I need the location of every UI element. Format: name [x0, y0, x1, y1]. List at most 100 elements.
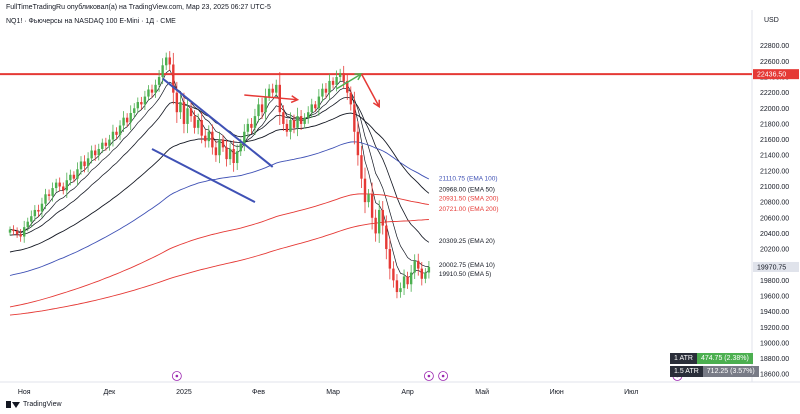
marker-event-icon	[438, 371, 449, 381]
candle-body	[97, 148, 100, 156]
candle	[225, 140, 228, 167]
candle-body	[200, 120, 203, 136]
candle-body	[72, 174, 76, 179]
candle-body	[58, 182, 61, 187]
candle-body	[285, 123, 289, 132]
candle-body	[182, 102, 186, 124]
candle	[250, 118, 253, 134]
resistance-price-badge: 22436.50	[753, 69, 799, 80]
candle-body	[353, 104, 356, 132]
candle-body	[314, 104, 317, 109]
candle-body	[204, 135, 207, 142]
candle-body	[392, 268, 395, 281]
candle-body	[307, 112, 310, 118]
candle-body	[165, 57, 168, 66]
candle-body	[76, 169, 79, 179]
candle-body	[189, 108, 193, 117]
y-tick-label: 21800.00	[760, 121, 789, 128]
candle-body	[250, 123, 253, 128]
candle	[356, 121, 360, 166]
x-tick-label: Май	[475, 388, 489, 396]
candle	[90, 145, 93, 164]
candle-body	[125, 117, 129, 123]
candle	[299, 110, 303, 130]
currency-label: USD	[764, 17, 779, 24]
candle-body	[86, 158, 90, 167]
candle	[154, 79, 157, 98]
candle	[214, 140, 218, 162]
candle	[97, 143, 100, 161]
candle-body	[65, 180, 68, 191]
candle-body	[321, 88, 324, 97]
candle	[101, 138, 104, 154]
y-tick-label: 19200.00	[760, 325, 789, 332]
marker-event-icon-dot	[441, 374, 445, 378]
candle	[353, 91, 356, 145]
x-tick-label: Фев	[252, 389, 265, 396]
candle-body	[129, 112, 132, 123]
candle-body	[30, 216, 33, 222]
candle	[392, 261, 395, 288]
atr-1-5-readout: 1.5 ATR 712.25 (3.57%)	[670, 366, 759, 377]
candle-body	[303, 117, 306, 124]
candle	[317, 89, 321, 116]
ema-label: 20002.75 (EMA 10)	[439, 262, 495, 269]
candle-body	[150, 89, 154, 93]
candle-body	[260, 104, 264, 113]
ema-200-line	[9, 193, 429, 308]
candle-body	[122, 117, 125, 126]
candle-body	[104, 142, 108, 146]
candle-body	[236, 151, 239, 164]
footer-brand[interactable]: TradingView	[6, 401, 62, 408]
candle-body	[257, 104, 260, 117]
atr-1-label: 1 ATR	[670, 353, 697, 364]
y-tick-label: 21000.00	[760, 184, 789, 191]
candle-body	[381, 209, 384, 226]
marker-dividend-icon	[171, 371, 182, 381]
candle-body	[37, 209, 40, 212]
candle-body	[264, 96, 267, 113]
candle	[406, 271, 409, 289]
candle-body	[172, 64, 175, 93]
green-arrow-up	[336, 73, 362, 90]
y-tick-label: 19800.00	[760, 278, 789, 285]
candle-body	[186, 108, 189, 124]
candle-body	[338, 73, 342, 78]
candle-body	[168, 57, 171, 65]
candle	[165, 52, 168, 71]
last-price-badge: 19970.75	[753, 261, 799, 272]
candle	[111, 124, 115, 147]
candle-body	[232, 148, 235, 164]
candle	[136, 97, 139, 113]
candle	[264, 88, 267, 121]
red-arrow-down-head	[372, 99, 380, 109]
candle-body	[175, 92, 179, 113]
atr-1-5-label: 1.5 ATR	[670, 366, 703, 377]
candle	[12, 225, 15, 236]
candle-body	[143, 96, 147, 105]
candle-body	[324, 88, 328, 93]
candle-body	[118, 125, 122, 135]
candle-body	[328, 80, 331, 93]
y-tick-label: 21200.00	[760, 168, 789, 175]
candle	[303, 113, 306, 129]
candle-body	[40, 203, 44, 212]
x-tick-label: Дек	[104, 389, 117, 396]
sma-200-line	[9, 219, 429, 316]
candle-body	[388, 249, 392, 269]
candle-body	[420, 268, 423, 279]
candle-body	[140, 102, 143, 105]
candle-body	[196, 120, 200, 128]
candle-body	[427, 266, 431, 273]
candle	[246, 118, 250, 138]
candle	[417, 253, 420, 276]
candle-body	[363, 178, 367, 203]
candle	[296, 107, 299, 137]
candle	[360, 145, 363, 188]
y-tick-label: 21600.00	[760, 137, 789, 144]
candle-body	[51, 188, 54, 196]
candle	[30, 210, 33, 228]
candle-body	[47, 194, 51, 196]
candle	[189, 102, 193, 122]
